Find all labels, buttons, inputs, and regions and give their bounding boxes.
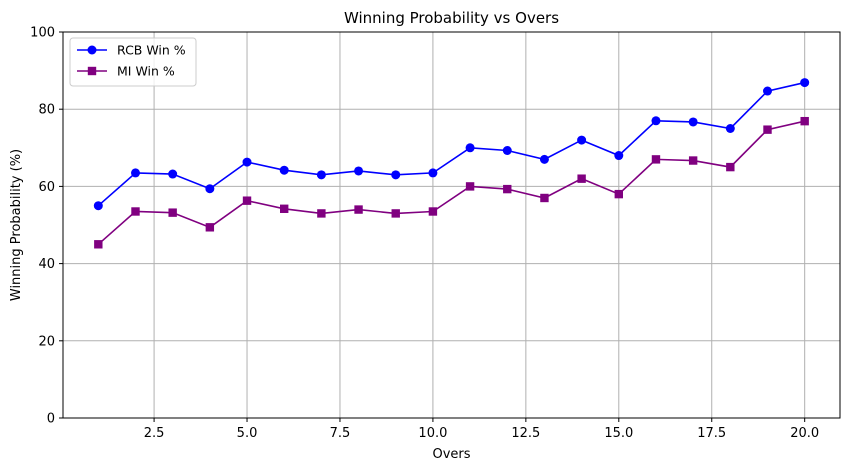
- data-point: [651, 116, 661, 126]
- data-point: [280, 204, 289, 213]
- legend-marker: [87, 45, 97, 55]
- x-tick-label: 5.0: [237, 426, 258, 441]
- data-point: [688, 117, 698, 127]
- data-point: [503, 184, 512, 194]
- series-0: [93, 78, 810, 211]
- data-point: [205, 223, 215, 232]
- x-tick-label: 2.5: [144, 426, 165, 441]
- legend-item: RCB Win %: [77, 43, 186, 58]
- data-point: [205, 184, 215, 194]
- x-axis-ticks: 2.5 5.0 7.5 10.0 12.5 15.0 17.5 20.0: [144, 418, 819, 441]
- data-point: [354, 166, 364, 176]
- data-point: [279, 165, 289, 175]
- data-point: [502, 146, 512, 156]
- data-point: [614, 151, 624, 161]
- data-point: [93, 201, 103, 211]
- data-point: [131, 207, 140, 216]
- data-point: [242, 196, 252, 205]
- data-point: [763, 125, 772, 134]
- data-point: [726, 162, 735, 172]
- x-tick-label: 12.5: [511, 426, 540, 441]
- x-tick-label: 10.0: [418, 426, 447, 441]
- series-1: [94, 116, 809, 249]
- data-point: [651, 155, 661, 164]
- legend-item: MI Win %: [77, 64, 175, 79]
- data-point: [725, 124, 735, 133]
- data-point: [130, 168, 140, 178]
- data-point: [168, 169, 178, 179]
- data-point: [577, 135, 587, 145]
- y-tick-label: 80: [38, 103, 55, 118]
- data-point: [316, 170, 326, 180]
- y-tick-label: 100: [30, 26, 55, 41]
- data-point: [577, 174, 586, 183]
- y-tick-label: 40: [38, 257, 55, 272]
- legend-label: RCB Win %: [117, 43, 186, 58]
- y-tick-label: 60: [38, 180, 55, 195]
- data-point: [763, 86, 773, 96]
- x-tick-label: 7.5: [330, 426, 351, 441]
- y-tick-label: 20: [38, 334, 55, 349]
- data-point: [800, 116, 809, 126]
- data-point: [465, 143, 475, 153]
- series: [93, 78, 810, 249]
- data-point: [94, 240, 103, 249]
- series-line: [97, 120, 805, 245]
- data-point: [391, 209, 400, 218]
- data-point: [428, 207, 438, 216]
- y-axis-title: Winning Probability (%): [9, 149, 24, 301]
- data-point: [317, 209, 326, 218]
- x-tick-label: 20.0: [790, 426, 819, 441]
- x-tick-label: 17.5: [697, 426, 726, 441]
- data-point: [391, 170, 401, 180]
- x-axis-title: Overs: [432, 447, 470, 462]
- chart-title: Winning Probability vs Overs: [344, 9, 559, 27]
- data-point: [540, 193, 549, 203]
- x-tick-label: 15.0: [604, 426, 633, 441]
- plot-area-frame: [62, 31, 841, 419]
- data-point: [242, 157, 252, 167]
- legend: RCB Win % MI Win %: [69, 37, 197, 87]
- data-point: [354, 205, 363, 214]
- legend-marker: [87, 66, 97, 76]
- data-point: [428, 168, 438, 178]
- legend-label: MI Win %: [117, 64, 175, 79]
- series-line: [97, 81, 805, 207]
- data-point: [614, 189, 623, 199]
- data-point: [465, 182, 475, 191]
- data-point: [688, 156, 698, 165]
- data-point: [539, 154, 549, 164]
- data-point: [168, 208, 177, 217]
- y-tick-label: 0: [47, 412, 55, 427]
- data-point: [800, 78, 810, 88]
- y-axis-ticks: 0 20 40 60 80 100: [30, 26, 63, 427]
